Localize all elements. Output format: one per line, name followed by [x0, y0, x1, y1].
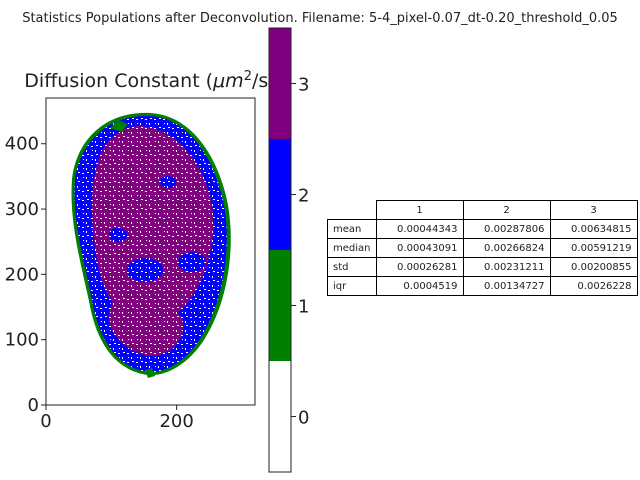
table-cell: 0.00591219 [549, 238, 638, 258]
y-tick-label: 0 [28, 395, 39, 416]
cell-top-tail [110, 120, 128, 132]
table-row-label: std [327, 257, 377, 277]
colorbar-tick-label: 1 [298, 297, 309, 318]
colorbar-segment [269, 250, 291, 361]
colorbar-tick-label: 0 [298, 408, 309, 429]
table-row: std 0.00026281 0.00231211 0.00200855 [327, 257, 638, 277]
cell-bottom-tail [145, 368, 155, 378]
table-row-label: iqr [327, 276, 377, 296]
table-corner-cell [328, 201, 377, 220]
table-cell: 0.00044343 [375, 219, 464, 239]
table-row: iqr 0.0004519 0.00134727 0.0026228 [327, 276, 638, 296]
table-cell: 0.0026228 [549, 276, 638, 296]
y-tick-label: 400 [5, 134, 39, 155]
x-tick-label: 200 [159, 411, 193, 432]
table-cell: 0.00634815 [549, 219, 638, 239]
table-cell: 0.00231211 [462, 257, 551, 277]
colorbar-tick-label: 2 [298, 186, 309, 207]
table-row-label: median [327, 238, 377, 258]
table-row-label: mean [327, 219, 377, 239]
y-tick-label: 100 [5, 330, 39, 351]
table-cell: 0.00134727 [462, 276, 551, 296]
x-axis: 0 200 [40, 405, 194, 432]
colorbar: 0 1 2 3 [268, 27, 309, 473]
y-axis: 0 100 200 300 400 [5, 134, 46, 416]
table-cell: 0.0004519 [375, 276, 464, 296]
y-tick-label: 300 [5, 199, 39, 220]
table-cell: 0.00266824 [462, 238, 551, 258]
colorbar-frame [268, 27, 292, 473]
cell-population-map [71, 112, 231, 378]
y-tick-label: 200 [5, 264, 39, 285]
table-column-header: 3 [549, 200, 638, 220]
table-cell: 0.00043091 [375, 238, 464, 258]
table-header-row: 1 2 3 [328, 200, 638, 220]
table-column-header: 1 [375, 200, 464, 220]
statistics-table: 1 2 3 mean 0.00044343 0.00287806 0.00634… [327, 200, 638, 296]
x-tick-label: 0 [40, 411, 51, 432]
figure-suptitle: Statistics Populations after Deconvoluti… [22, 11, 618, 26]
colorbar-segment [269, 139, 291, 250]
table-row: mean 0.00044343 0.00287806 0.00634815 [327, 219, 638, 239]
table-cell: 0.00026281 [375, 257, 464, 277]
table-cell: 0.00200855 [549, 257, 638, 277]
cell-interior [74, 115, 227, 373]
colorbar-segment [269, 361, 291, 472]
heatmap-title: Diffusion Constant (μm2/s) [24, 69, 275, 92]
colorbar-tick-label: 3 [298, 75, 309, 96]
colorbar-segment [269, 28, 291, 139]
table-cell: 0.00287806 [462, 219, 551, 239]
table-column-header: 2 [462, 200, 551, 220]
table-row: median 0.00043091 0.00266824 0.00591219 [327, 238, 638, 258]
